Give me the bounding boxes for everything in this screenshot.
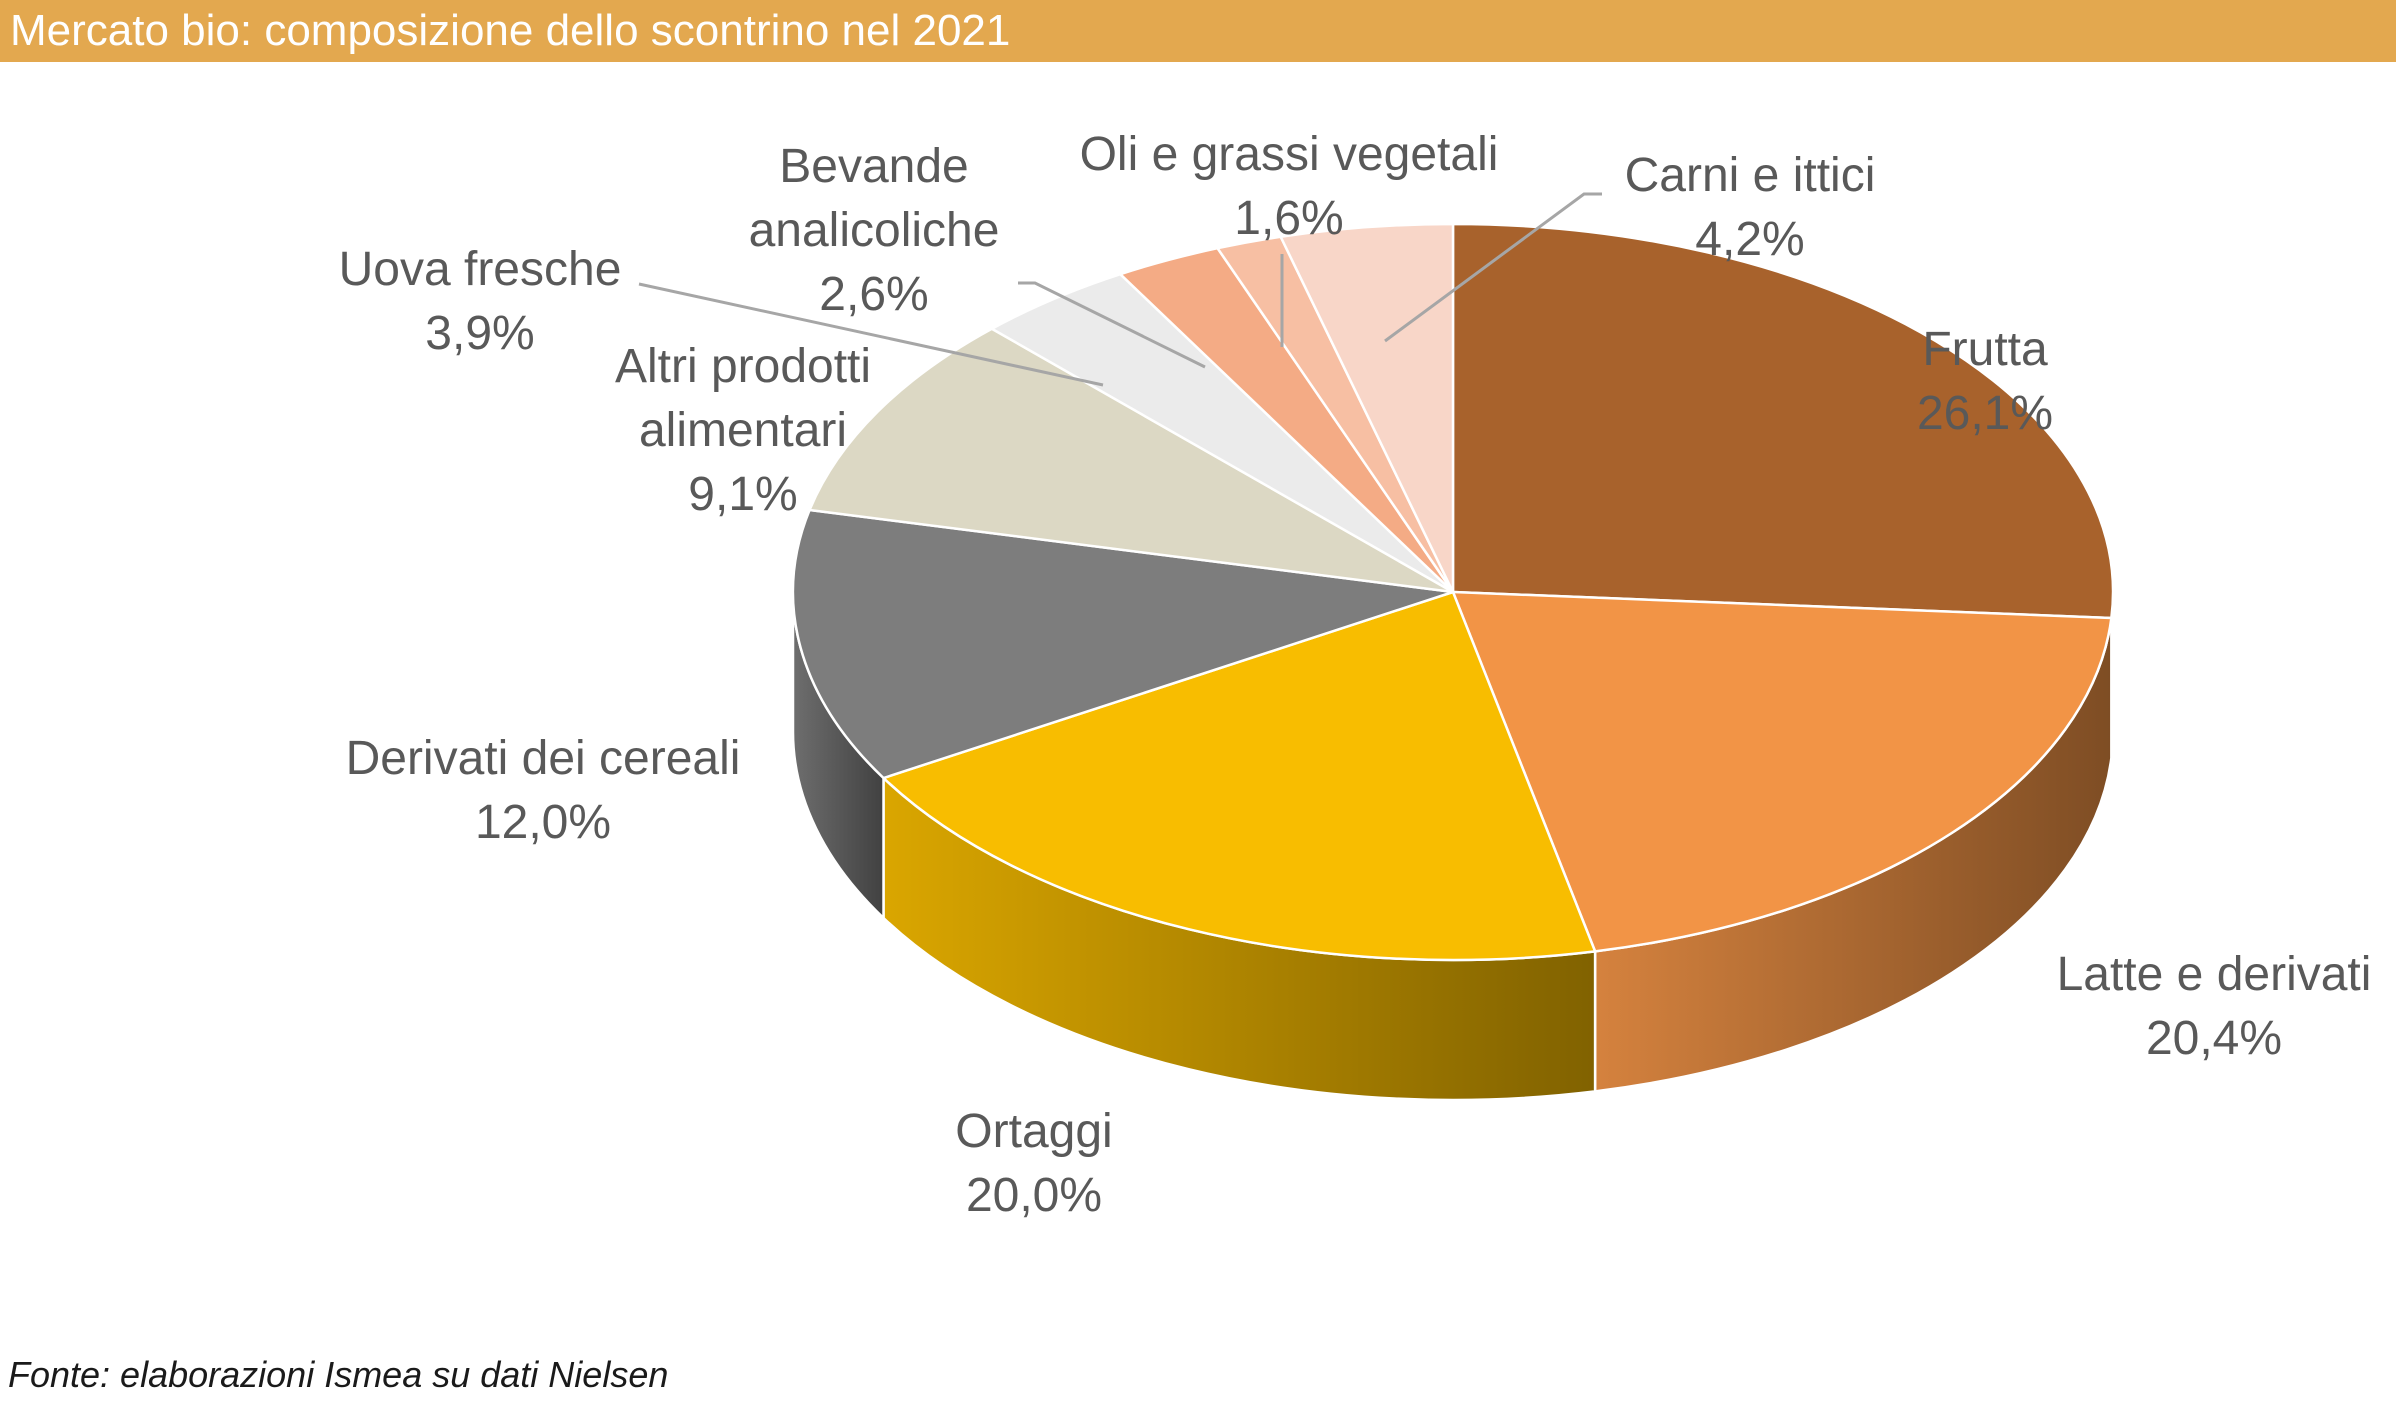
slice-name-altri-prodotti-alimentari-1: Altri prodotti — [615, 340, 871, 393]
slice-value-derivati-dei-cereali: 12,0% — [475, 796, 611, 849]
slice-name-bevande-analicoliche-2: analicoliche — [749, 204, 1000, 257]
slice-label-ortaggi: Ortaggi 20,0% — [955, 1105, 1112, 1222]
slice-value-oli-e-grassi-vegetali: 1,6% — [1234, 192, 1343, 245]
leader-lines — [638, 192, 1602, 387]
slice-label-altri-prodotti-alimentari: Altri prodotti alimentari 9,1% — [615, 340, 871, 521]
slice-frutta — [1451, 222, 2115, 620]
slice-value-uova-fresche: 3,9% — [425, 307, 534, 360]
slice-label-carni-e-ittici: Carni e ittici 4,2% — [1625, 149, 1876, 266]
slice-label-derivati-dei-cereali: Derivati dei cereali 12,0% — [346, 732, 741, 849]
slice-name-bevande-analicoliche-1: Bevande — [779, 140, 969, 193]
chart-title: Mercato bio: composizione dello scontrin… — [10, 6, 1011, 55]
slice-name-latte-e-derivati: Latte e derivati — [2057, 948, 2372, 1001]
slice-latte-e-derivati — [1451, 590, 2113, 953]
slice-label-bevande-analicoliche: Bevande analicoliche 2,6% — [749, 140, 1000, 321]
slice-label-uova-fresche: Uova fresche 3,9% — [339, 243, 622, 360]
slice-label-latte-e-derivati: Latte e derivati 20,4% — [2057, 948, 2372, 1065]
slice-value-bevande-analicoliche: 2,6% — [819, 268, 928, 321]
slice-value-ortaggi: 20,0% — [966, 1169, 1102, 1222]
slice-value-latte-e-derivati: 20,4% — [2146, 1012, 2282, 1065]
slice-name-uova-fresche: Uova fresche — [339, 243, 622, 296]
leader-line-bevande-analicoliche — [1018, 281, 1206, 369]
slice-name-altri-prodotti-alimentari-2: alimentari — [639, 404, 847, 457]
slice-derivati-dei-cereali — [791, 508, 1455, 780]
slice-carni-e-ittici — [1279, 222, 1455, 594]
slice-labels: Frutta 26,1% Latte e derivati 20,4% Ortaggi 2… — [339, 128, 2372, 1222]
leader-line-uova-fresche — [638, 282, 1104, 387]
slice-value-carni-e-ittici: 4,2% — [1695, 213, 1804, 266]
slice-value-altri-prodotti-alimentari: 9,1% — [688, 468, 797, 521]
slice-label-oli-e-grassi-vegetali: Oli e grassi vegetali 1,6% — [1080, 128, 1499, 245]
title-bar: Mercato bio: composizione dello scontrin… — [0, 0, 2396, 62]
slice-name-oli-e-grassi-vegetali: Oli e grassi vegetali — [1080, 128, 1499, 181]
slice-ortaggi — [882, 590, 1597, 962]
pie-top — [791, 222, 2115, 962]
slice-label-frutta: Frutta 26,1% — [1917, 323, 2053, 440]
slice-name-carni-e-ittici: Carni e ittici — [1625, 149, 1876, 202]
slice-value-frutta: 26,1% — [1917, 387, 2053, 440]
slice-name-frutta: Frutta — [1922, 323, 2048, 376]
slice-name-ortaggi: Ortaggi — [955, 1105, 1112, 1158]
slice-altri-prodotti-alimentari — [808, 327, 1455, 594]
leader-line-carni-e-ittici — [1384, 192, 1602, 343]
slice-name-derivati-dei-cereali: Derivati dei cereali — [346, 732, 741, 785]
source-note: Fonte: elaborazioni Ismea su dati Nielse… — [8, 1354, 669, 1395]
